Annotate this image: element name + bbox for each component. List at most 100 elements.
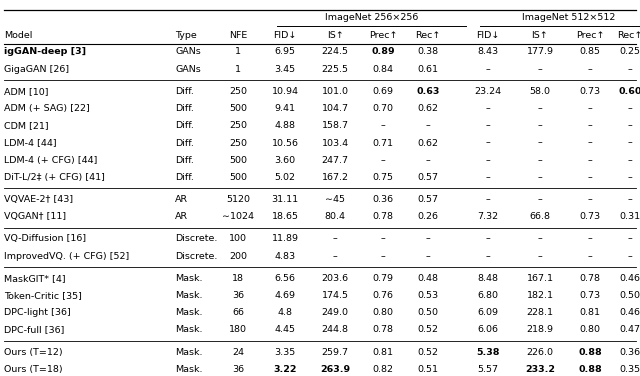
Text: –: – — [628, 173, 632, 182]
Text: AR: AR — [175, 212, 188, 221]
Text: 0.80: 0.80 — [579, 326, 600, 335]
Text: 0.84: 0.84 — [372, 65, 394, 74]
Text: Diff.: Diff. — [175, 121, 194, 130]
Text: 158.7: 158.7 — [321, 121, 349, 130]
Text: Type: Type — [175, 30, 196, 39]
Text: 0.50: 0.50 — [620, 291, 640, 300]
Text: 0.75: 0.75 — [372, 173, 394, 182]
Text: –: – — [628, 235, 632, 244]
Text: 0.69: 0.69 — [372, 87, 394, 96]
Text: VQVAE-2† [43]: VQVAE-2† [43] — [4, 195, 73, 204]
Text: LDM-4 [44]: LDM-4 [44] — [4, 138, 56, 147]
Text: 1: 1 — [235, 65, 241, 74]
Text: 500: 500 — [229, 104, 247, 113]
Text: Ours (T=18): Ours (T=18) — [4, 365, 63, 374]
Text: 4.88: 4.88 — [275, 121, 296, 130]
Text: 226.0: 226.0 — [527, 348, 554, 357]
Text: 5.02: 5.02 — [275, 173, 296, 182]
Text: Discrete.: Discrete. — [175, 235, 218, 244]
Text: 0.76: 0.76 — [372, 291, 394, 300]
Text: 0.70: 0.70 — [372, 104, 394, 113]
Text: 263.9: 263.9 — [320, 365, 350, 374]
Text: –: – — [628, 104, 632, 113]
Text: 0.78: 0.78 — [372, 326, 394, 335]
Text: 5120: 5120 — [226, 195, 250, 204]
Text: –: – — [628, 195, 632, 204]
Text: 4.45: 4.45 — [275, 326, 296, 335]
Text: –: – — [486, 235, 490, 244]
Text: 11.89: 11.89 — [271, 235, 298, 244]
Text: 3.35: 3.35 — [275, 348, 296, 357]
Text: 6.95: 6.95 — [275, 47, 296, 56]
Text: 8.43: 8.43 — [477, 47, 499, 56]
Text: 244.8: 244.8 — [321, 326, 349, 335]
Text: Prec↑: Prec↑ — [576, 30, 604, 39]
Text: 10.94: 10.94 — [271, 87, 298, 96]
Text: –: – — [628, 121, 632, 130]
Text: 0.57: 0.57 — [417, 195, 438, 204]
Text: 0.47: 0.47 — [620, 326, 640, 335]
Text: ImageNet 256×256: ImageNet 256×256 — [325, 14, 418, 23]
Text: –: – — [486, 173, 490, 182]
Text: 233.2: 233.2 — [525, 365, 555, 374]
Text: Mask.: Mask. — [175, 291, 202, 300]
Text: 0.79: 0.79 — [372, 274, 394, 283]
Text: –: – — [426, 156, 430, 165]
Text: 36: 36 — [232, 365, 244, 374]
Text: 0.81: 0.81 — [579, 308, 600, 317]
Text: –: – — [538, 156, 542, 165]
Text: –: – — [538, 235, 542, 244]
Text: 177.9: 177.9 — [527, 47, 554, 56]
Text: –: – — [538, 121, 542, 130]
Text: 0.80: 0.80 — [372, 308, 394, 317]
Text: –: – — [486, 104, 490, 113]
Text: –: – — [381, 156, 385, 165]
Text: Diff.: Diff. — [175, 138, 194, 147]
Text: 23.24: 23.24 — [474, 87, 502, 96]
Text: 18.65: 18.65 — [271, 212, 298, 221]
Text: Prec↑: Prec↑ — [369, 30, 397, 39]
Text: MaskGIT* [4]: MaskGIT* [4] — [4, 274, 66, 283]
Text: 0.38: 0.38 — [417, 47, 438, 56]
Text: 250: 250 — [229, 87, 247, 96]
Text: ImageNet 512×512: ImageNet 512×512 — [522, 14, 616, 23]
Text: –: – — [538, 173, 542, 182]
Text: –: – — [381, 121, 385, 130]
Text: 6.09: 6.09 — [477, 308, 499, 317]
Text: 0.36: 0.36 — [372, 195, 394, 204]
Text: 259.7: 259.7 — [321, 348, 349, 357]
Text: 0.52: 0.52 — [417, 348, 438, 357]
Text: igGAN-deep [3]: igGAN-deep [3] — [4, 47, 86, 56]
Text: 0.88: 0.88 — [578, 348, 602, 357]
Text: 0.82: 0.82 — [372, 365, 394, 374]
Text: VQGAN† [11]: VQGAN† [11] — [4, 212, 66, 221]
Text: 3.60: 3.60 — [275, 156, 296, 165]
Text: –: – — [588, 195, 593, 204]
Text: –: – — [426, 252, 430, 261]
Text: 101.0: 101.0 — [321, 87, 349, 96]
Text: ImprovedVQ. (+ CFG) [52]: ImprovedVQ. (+ CFG) [52] — [4, 252, 129, 261]
Text: –: – — [426, 121, 430, 130]
Text: 0.78: 0.78 — [372, 212, 394, 221]
Text: 9.41: 9.41 — [275, 104, 296, 113]
Text: DPC-full [36]: DPC-full [36] — [4, 326, 65, 335]
Text: –: – — [628, 156, 632, 165]
Text: –: – — [486, 156, 490, 165]
Text: –: – — [538, 195, 542, 204]
Text: 0.48: 0.48 — [417, 274, 438, 283]
Text: 200: 200 — [229, 252, 247, 261]
Text: 5.38: 5.38 — [476, 348, 500, 357]
Text: –: – — [628, 252, 632, 261]
Text: Mask.: Mask. — [175, 326, 202, 335]
Text: 0.71: 0.71 — [372, 138, 394, 147]
Text: 5.57: 5.57 — [477, 365, 499, 374]
Text: –: – — [628, 138, 632, 147]
Text: 180: 180 — [229, 326, 247, 335]
Text: 0.63: 0.63 — [416, 87, 440, 96]
Text: 10.56: 10.56 — [271, 138, 298, 147]
Text: 0.60: 0.60 — [618, 87, 640, 96]
Text: 0.61: 0.61 — [417, 65, 438, 74]
Text: –: – — [381, 252, 385, 261]
Text: 66.8: 66.8 — [529, 212, 550, 221]
Text: 4.8: 4.8 — [278, 308, 292, 317]
